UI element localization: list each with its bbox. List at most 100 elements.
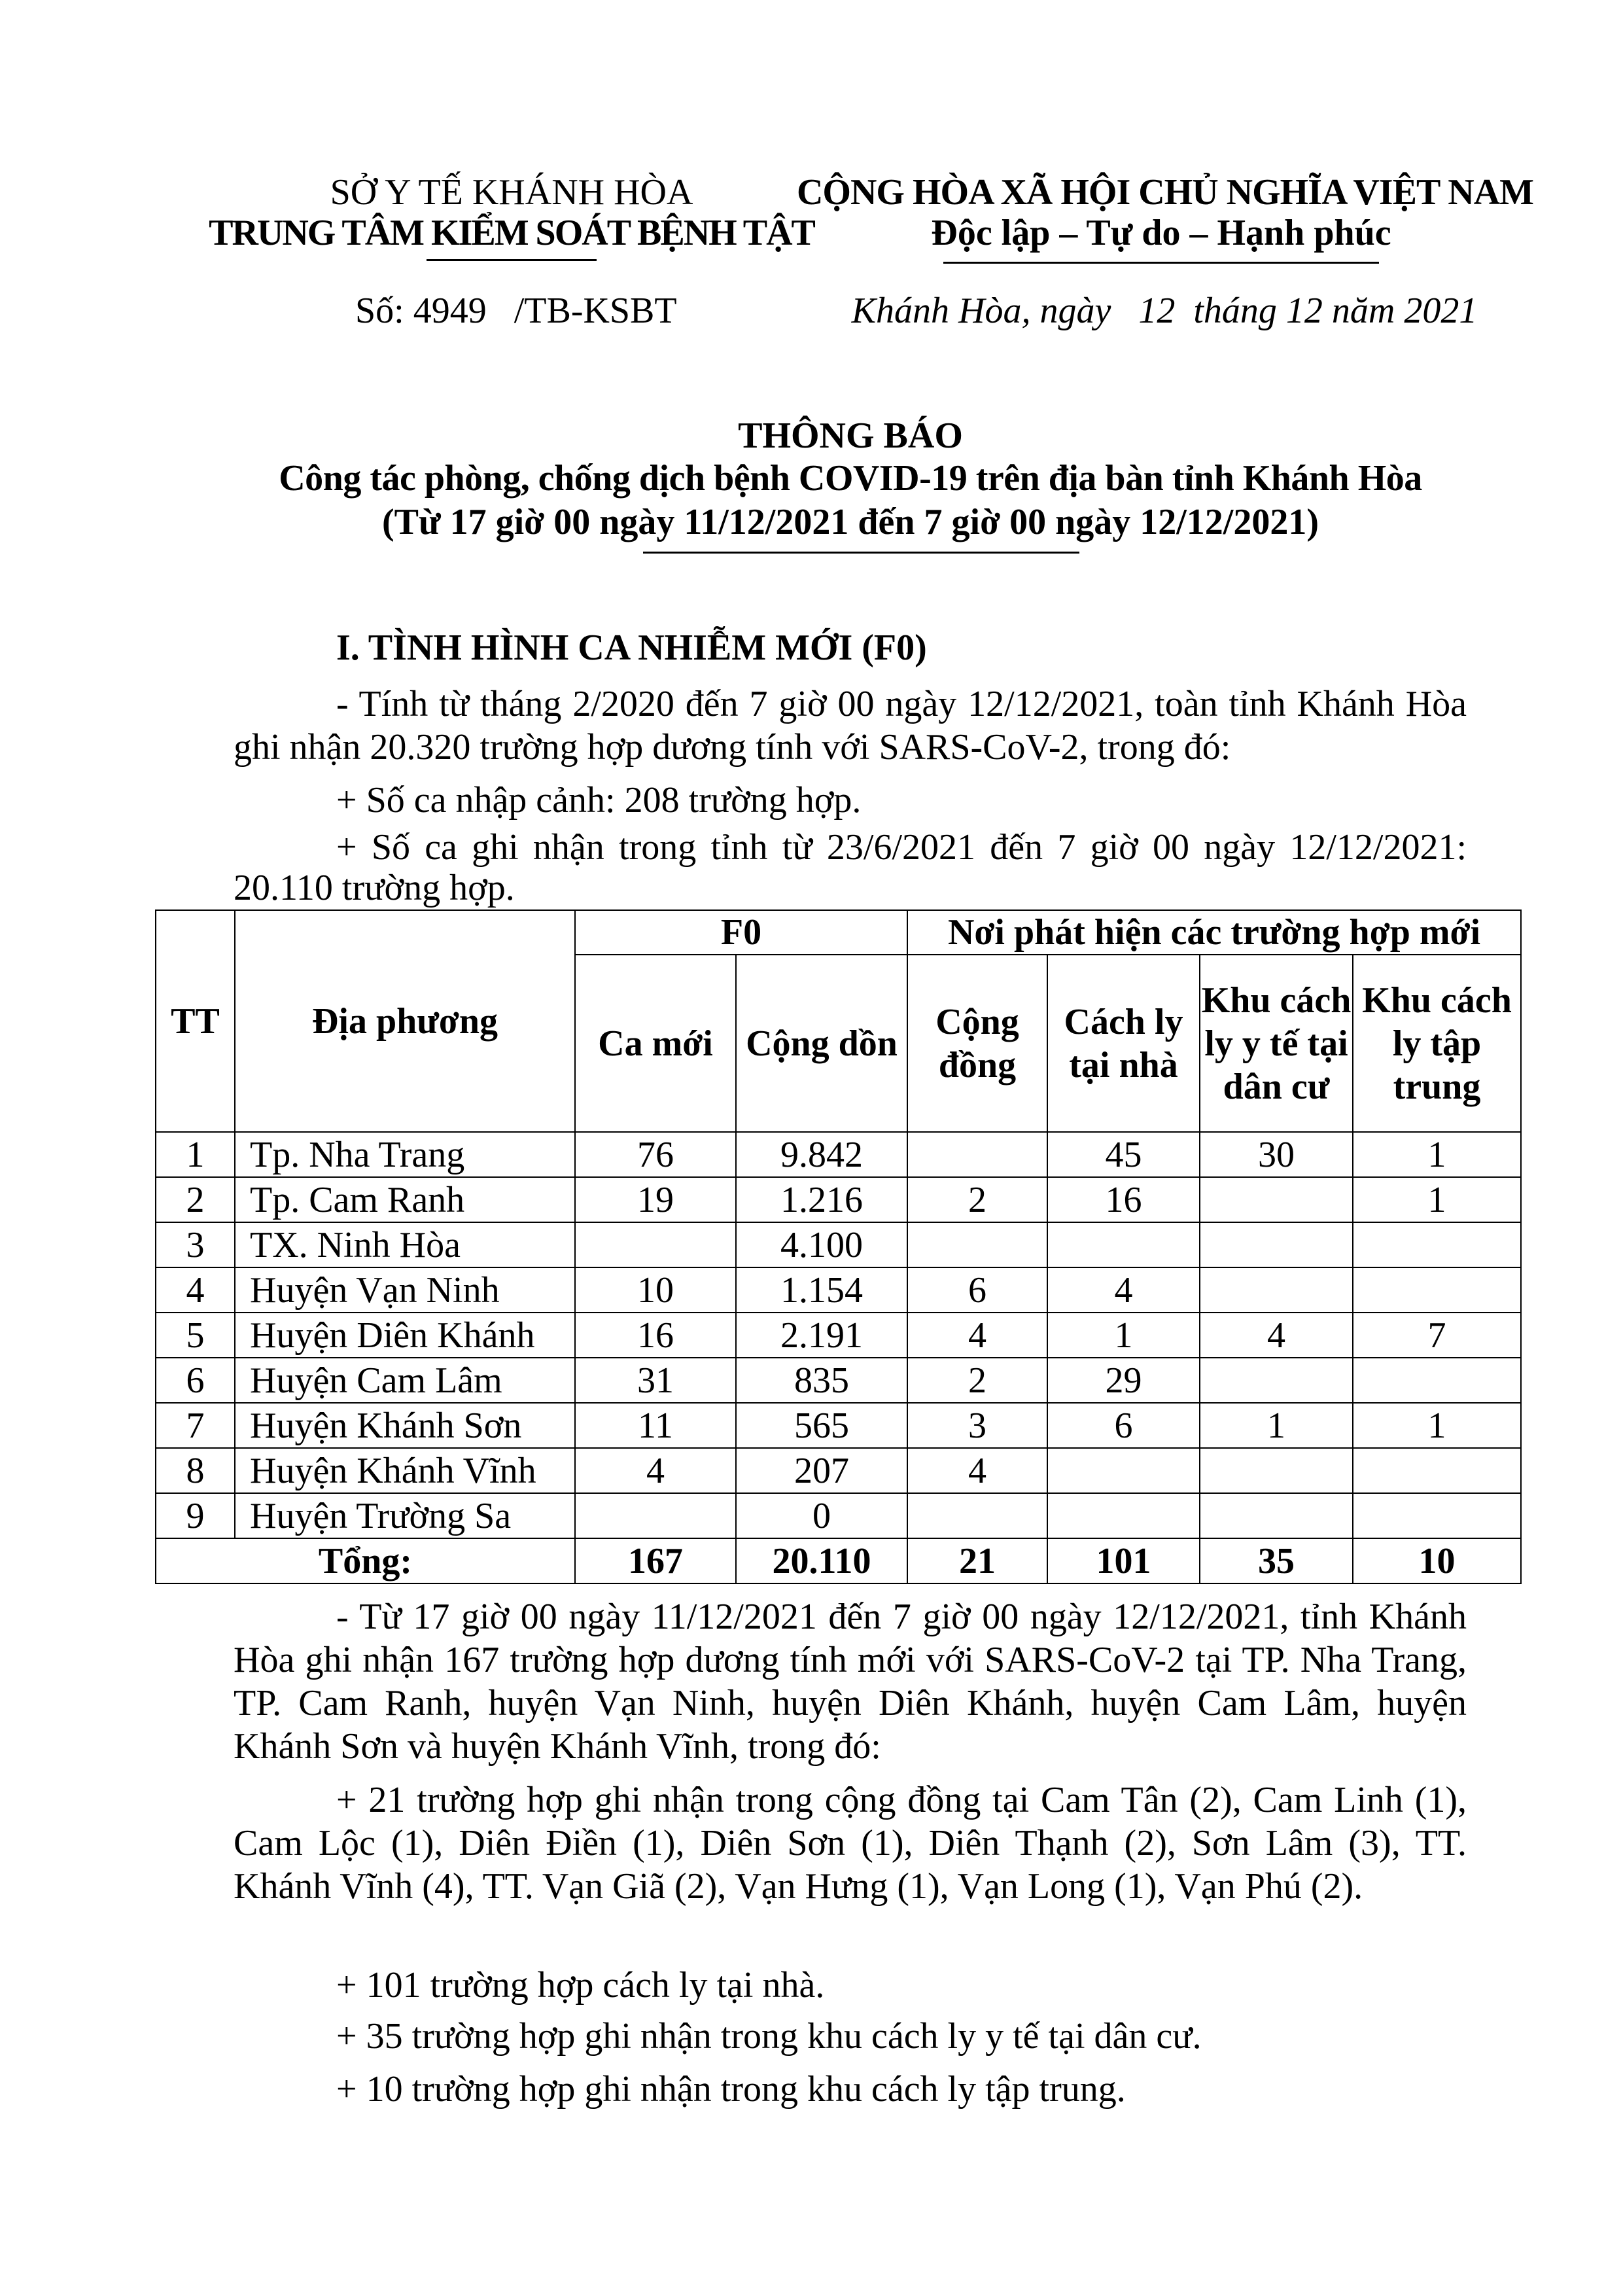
document-title: THÔNG BÁO [738,415,963,456]
paragraph-residential: + 35 trường hợp ghi nhận trong khu cách … [336,2016,1202,2057]
header-home-isolation: Cách ly tại nhà [1047,954,1200,1133]
value-cell: 9.842 [735,1131,908,1178]
header-locality: Địa phương [234,910,576,1133]
value-cell: 1.154 [735,1267,908,1313]
paragraph-community: + 21 trường hợp ghi nhận trong cộng đồng… [234,1780,1467,1907]
paragraph-domestic: + Số ca ghi nhận trong tỉnh từ 23/6/2021… [234,827,1467,908]
locality-cell: Huyện Cam Lâm [234,1357,576,1404]
value-cell: 7 [1352,1312,1522,1358]
total-cell: 101 [1047,1538,1200,1584]
title-underline [643,552,1079,554]
value-cell: 45 [1047,1131,1200,1178]
value-cell [1199,1357,1353,1404]
table-row: 4 Huyện Vạn Ninh 10 1.154 6 4 [155,1267,1522,1313]
agency-parent: SỞ Y TẾ KHÁNH HÒA [330,172,693,213]
table-row: 1 Tp. Nha Trang 76 9.842 45 30 1 [155,1131,1522,1178]
agency-underline [427,259,597,261]
total-cell: 167 [574,1538,737,1584]
value-cell: 6 [1047,1402,1200,1449]
header-new-cases: Ca mới [574,954,737,1133]
value-cell: 1 [1352,1176,1522,1223]
value-cell [574,1222,737,1268]
value-cell [1199,1222,1353,1268]
value-cell: 16 [574,1312,737,1358]
value-cell: 6 [907,1267,1048,1313]
document-subtitle: Công tác phòng, chống dịch bệnh COVID-19… [279,458,1422,499]
value-cell: 2 [907,1357,1048,1404]
table-row: 3 TX. Ninh Hòa 4.100 [155,1222,1522,1268]
row-number: 3 [155,1222,236,1268]
value-cell: 3 [907,1402,1048,1449]
value-cell: 207 [735,1447,908,1494]
header-tt: TT [155,910,236,1133]
value-cell: 0 [735,1492,908,1539]
paragraph-total: - Tính từ tháng 2/2020 đến 7 giờ 00 ngày… [234,684,1467,768]
value-cell: 19 [574,1176,737,1223]
value-cell [1047,1222,1200,1268]
table-row: 8 Huyện Khánh Vĩnh 4 207 4 [155,1447,1522,1494]
total-cell: 10 [1352,1538,1522,1584]
value-cell: 1 [1199,1402,1353,1449]
total-cell: 35 [1199,1538,1353,1584]
document-number: Số: 4949 /TB-KSBT [355,291,677,331]
value-cell [907,1222,1048,1268]
value-cell [1047,1492,1200,1539]
table-row: 2 Tp. Cam Ranh 19 1.216 2 16 1 [155,1176,1522,1223]
row-number: 4 [155,1267,236,1313]
value-cell: 1.216 [735,1176,908,1223]
value-cell: 4 [907,1312,1048,1358]
locality-cell: Huyện Khánh Vĩnh [234,1447,576,1494]
header-centralized-isolation: Khu cách ly tập trung [1352,954,1522,1133]
value-cell [574,1492,737,1539]
value-cell: 16 [1047,1176,1200,1223]
value-cell [1352,1267,1522,1313]
locality-cell: Tp. Cam Ranh [234,1176,576,1223]
value-cell [1352,1357,1522,1404]
value-cell [1199,1492,1353,1539]
table-row: 9 Huyện Trường Sa 0 [155,1492,1522,1539]
value-cell [1199,1176,1353,1223]
value-cell: 4 [1199,1312,1353,1358]
total-cell: 21 [907,1538,1048,1584]
total-label: Tổng: [155,1538,576,1584]
value-cell [1352,1447,1522,1494]
header-cumulative: Cộng dồn [735,954,908,1133]
locality-cell: Tp. Nha Trang [234,1131,576,1178]
header-residential-isolation: Khu cách ly y tế tại dân cư [1199,954,1353,1133]
value-cell: 76 [574,1131,737,1178]
header-where: Nơi phát hiện các trường hợp mới [906,910,1522,955]
motto: Độc lập – Tự do – Hạnh phúc [931,213,1391,253]
document-period: (Từ 17 giờ 00 ngày 11/12/2021 đến 7 giờ … [382,502,1319,542]
value-cell: 4 [574,1447,737,1494]
row-number: 9 [155,1492,236,1539]
value-cell: 30 [1199,1131,1353,1178]
value-cell [1352,1492,1522,1539]
agency-name: TRUNG TÂM KIỂM SOÁT BỆNH TẬT [209,213,816,253]
value-cell: 10 [574,1267,737,1313]
paragraph-imported: + Số ca nhập cảnh: 208 trường hợp. [336,780,862,821]
row-number: 2 [155,1176,236,1223]
locality-cell: Huyện Vạn Ninh [234,1267,576,1313]
header-community: Cộng đồng [907,954,1048,1133]
value-cell: 835 [735,1357,908,1404]
paragraph-home: + 101 trường hợp cách ly tại nhà. [336,1965,825,2005]
value-cell: 11 [574,1402,737,1449]
place-date: Khánh Hòa, ngày 12 tháng 12 năm 2021 [851,291,1478,331]
value-cell [907,1131,1048,1178]
cases-table: TT Địa phương F0 Nơi phát hiện các trườn… [155,910,1522,1584]
row-number: 5 [155,1312,236,1358]
locality-cell: Huyện Trường Sa [234,1492,576,1539]
row-number: 1 [155,1131,236,1178]
locality-cell: Huyện Diên Khánh [234,1312,576,1358]
value-cell: 31 [574,1357,737,1404]
paragraph-new-cases: - Từ 17 giờ 00 ngày 11/12/2021 đến 7 giờ… [234,1597,1467,1767]
motto-underline [943,262,1379,264]
value-cell: 2.191 [735,1312,908,1358]
table-row: 6 Huyện Cam Lâm 31 835 2 29 [155,1357,1522,1404]
row-number: 7 [155,1402,236,1449]
section-heading: I. TÌNH HÌNH CA NHIỄM MỚI (F0) [336,627,927,668]
value-cell: 4 [1047,1267,1200,1313]
header-f0: F0 [574,910,908,955]
value-cell [1199,1447,1353,1494]
locality-cell: TX. Ninh Hòa [234,1222,576,1268]
